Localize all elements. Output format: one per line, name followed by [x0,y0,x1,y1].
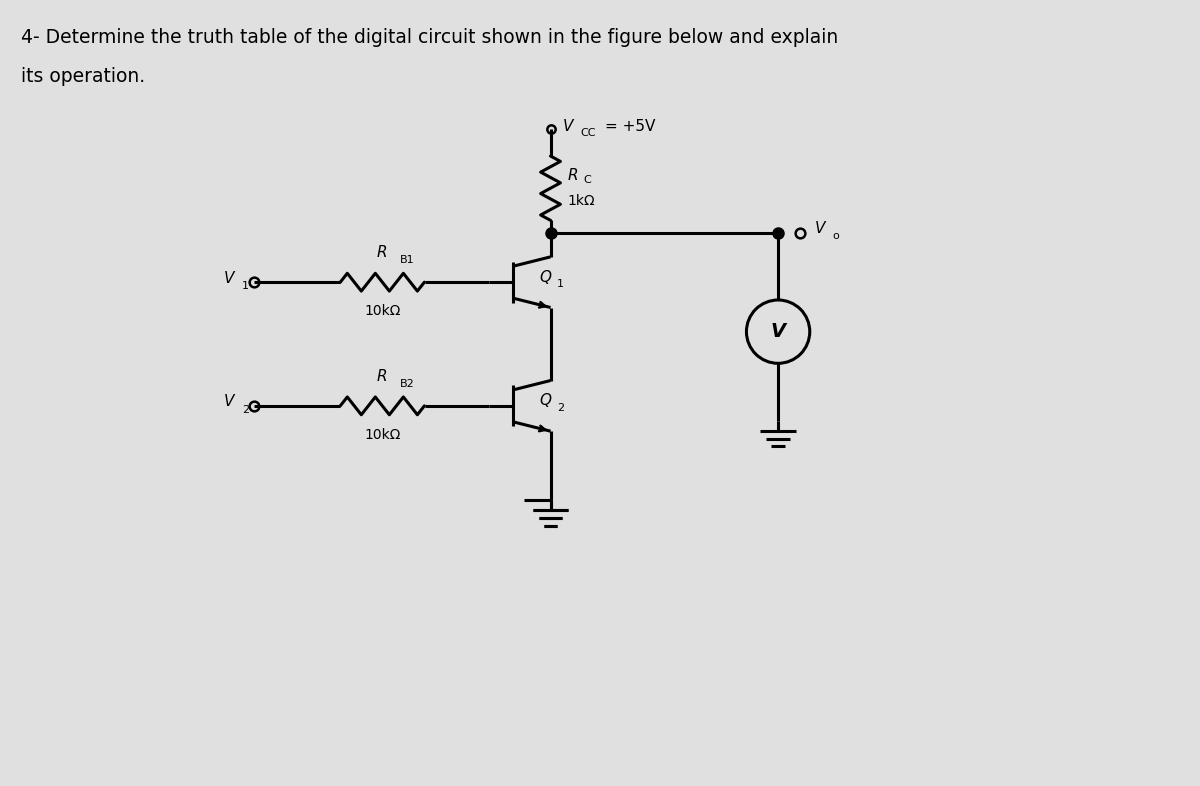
Text: R: R [568,168,578,183]
Text: B2: B2 [400,379,415,389]
Text: 2: 2 [557,403,564,413]
Text: 10kΩ: 10kΩ [364,428,401,442]
Text: R: R [377,369,388,384]
Text: 2: 2 [241,405,248,415]
Text: CC: CC [581,128,595,138]
Text: B1: B1 [400,255,415,266]
Text: V: V [815,222,826,237]
Text: V: V [223,270,234,286]
Text: o: o [833,230,839,241]
Text: 4- Determine the truth table of the digital circuit shown in the figure below an: 4- Determine the truth table of the digi… [22,28,839,47]
Text: Q: Q [540,394,552,409]
Text: 10kΩ: 10kΩ [364,304,401,318]
Text: Q: Q [540,270,552,285]
Text: 1: 1 [241,281,248,291]
Text: V: V [563,119,572,134]
Text: V: V [223,395,234,410]
Text: C: C [583,175,590,185]
Text: 1kΩ: 1kΩ [568,194,595,208]
Text: = +5V: = +5V [605,119,655,134]
Text: 1: 1 [557,279,564,289]
Text: its operation.: its operation. [22,68,145,86]
Text: R: R [377,245,388,260]
Text: V: V [770,322,786,341]
